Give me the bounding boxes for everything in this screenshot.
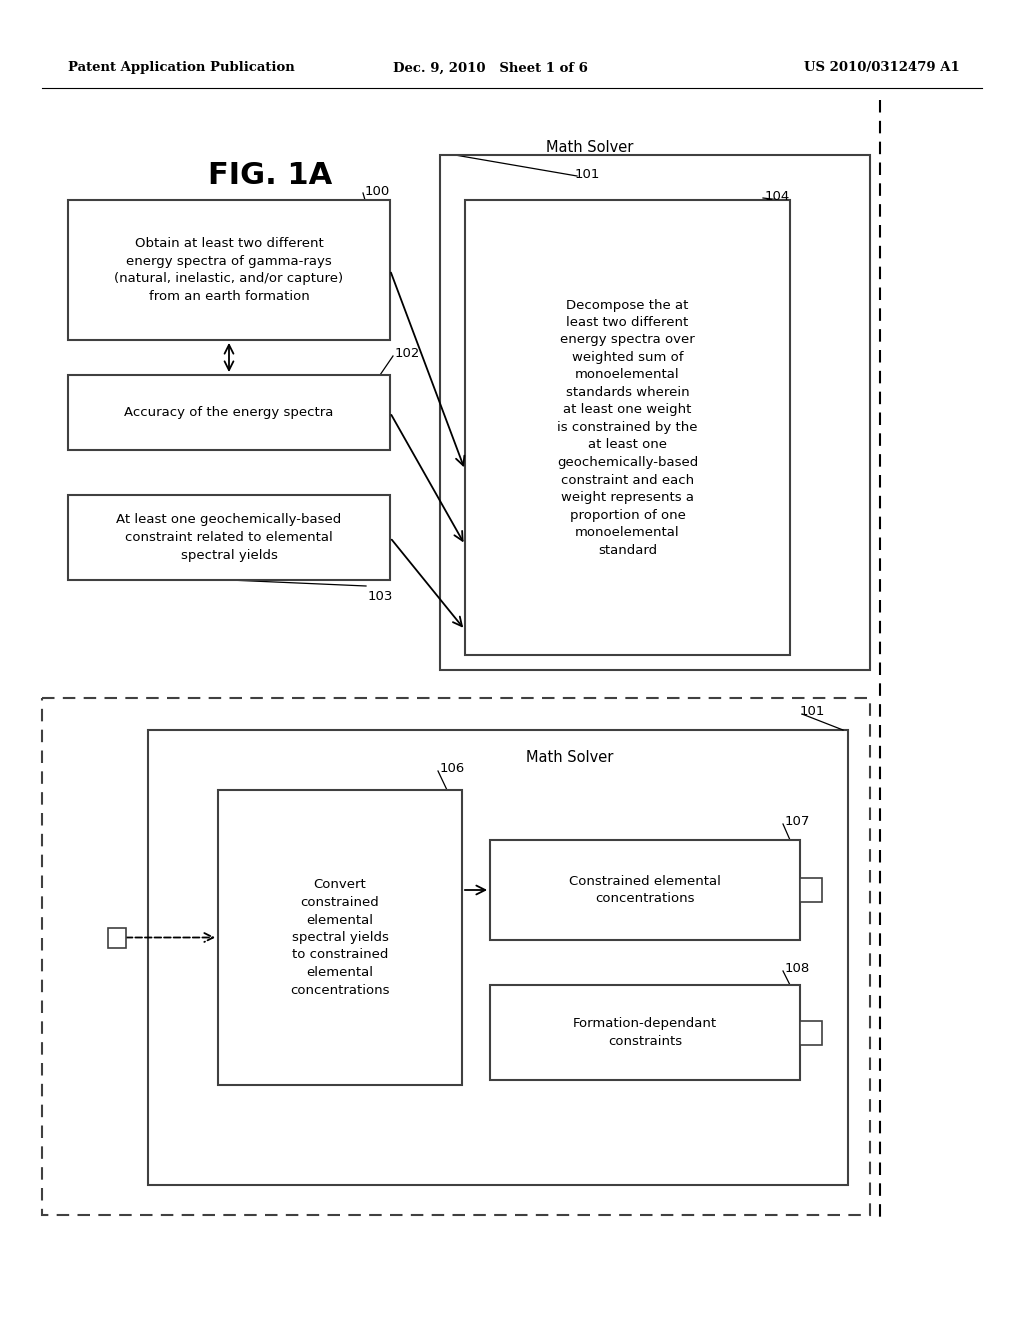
Text: US 2010/0312479 A1: US 2010/0312479 A1 xyxy=(804,62,961,74)
Text: Formation-dependant
constraints: Formation-dependant constraints xyxy=(573,1018,717,1048)
Bar xyxy=(68,495,390,579)
Text: Math Solver: Math Solver xyxy=(526,750,613,764)
Bar xyxy=(800,878,822,902)
Text: 106: 106 xyxy=(440,762,465,775)
Text: Convert
constrained
elemental
spectral yields
to constrained
elemental
concentra: Convert constrained elemental spectral y… xyxy=(290,879,390,997)
Text: 100: 100 xyxy=(365,185,390,198)
Bar xyxy=(490,985,800,1080)
Bar xyxy=(108,928,126,948)
Text: FIG. 1A: FIG. 1A xyxy=(208,161,332,190)
Text: 104: 104 xyxy=(765,190,791,203)
Text: 101: 101 xyxy=(800,705,825,718)
Text: Obtain at least two different
energy spectra of gamma-rays
(natural, inelastic, : Obtain at least two different energy spe… xyxy=(115,238,344,302)
Text: 107: 107 xyxy=(785,814,810,828)
Text: Dec. 9, 2010   Sheet 1 of 6: Dec. 9, 2010 Sheet 1 of 6 xyxy=(392,62,588,74)
Bar xyxy=(490,840,800,940)
Text: 108: 108 xyxy=(785,962,810,975)
Text: 101: 101 xyxy=(575,168,600,181)
Text: At least one geochemically-based
constraint related to elemental
spectral yields: At least one geochemically-based constra… xyxy=(117,513,342,561)
Bar xyxy=(465,201,790,655)
Text: 102: 102 xyxy=(395,347,421,360)
Text: 103: 103 xyxy=(368,590,393,603)
Bar xyxy=(68,375,390,450)
Bar xyxy=(148,730,848,1185)
Bar xyxy=(440,154,870,671)
Bar xyxy=(800,1020,822,1044)
Text: Math Solver: Math Solver xyxy=(547,140,634,156)
Text: Patent Application Publication: Patent Application Publication xyxy=(68,62,295,74)
Bar xyxy=(218,789,462,1085)
Bar xyxy=(42,698,870,1214)
Text: Accuracy of the energy spectra: Accuracy of the energy spectra xyxy=(124,407,334,418)
Bar xyxy=(68,201,390,341)
Text: Decompose the at
least two different
energy spectra over
weighted sum of
monoele: Decompose the at least two different ene… xyxy=(557,298,698,557)
Text: Constrained elemental
concentrations: Constrained elemental concentrations xyxy=(569,875,721,906)
